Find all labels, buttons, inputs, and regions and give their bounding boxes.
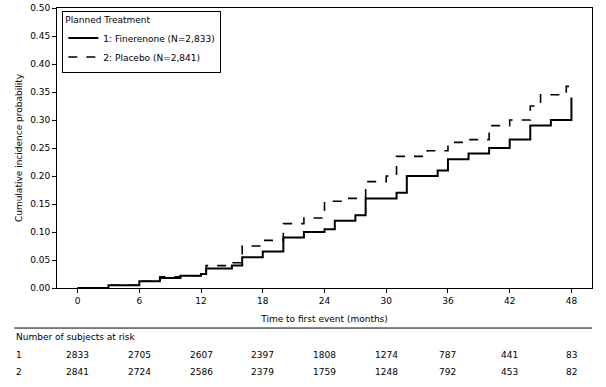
svg-text:2: Placebo (N=2,841): 2: Placebo (N=2,841) xyxy=(103,53,200,63)
svg-text:0.10: 0.10 xyxy=(30,227,50,237)
svg-text:18: 18 xyxy=(257,296,269,306)
svg-text:0.20: 0.20 xyxy=(30,171,50,181)
svg-text:0.25: 0.25 xyxy=(30,143,50,153)
svg-text:0.35: 0.35 xyxy=(30,87,50,97)
svg-text:1: 1 xyxy=(16,350,22,360)
svg-text:48: 48 xyxy=(566,296,578,306)
svg-text:6: 6 xyxy=(136,296,142,306)
svg-text:30: 30 xyxy=(381,296,393,306)
svg-text:82: 82 xyxy=(566,367,577,377)
svg-text:24: 24 xyxy=(319,296,331,306)
svg-text:0: 0 xyxy=(75,296,81,306)
svg-text:441: 441 xyxy=(501,350,518,360)
svg-text:0.50: 0.50 xyxy=(30,3,50,13)
svg-text:787: 787 xyxy=(439,350,456,360)
svg-text:1: Finerenone (N=2,833): 1: Finerenone (N=2,833) xyxy=(103,34,214,44)
svg-text:2: 2 xyxy=(16,367,22,377)
svg-text:0.40: 0.40 xyxy=(30,59,50,69)
svg-text:Time to first event (months): Time to first event (months) xyxy=(260,314,388,324)
svg-text:1274: 1274 xyxy=(375,350,398,360)
svg-text:2379: 2379 xyxy=(251,367,274,377)
svg-text:12: 12 xyxy=(195,296,206,306)
svg-text:36: 36 xyxy=(442,296,454,306)
svg-text:Planned Treatment: Planned Treatment xyxy=(65,16,150,26)
svg-text:0.00: 0.00 xyxy=(30,283,50,293)
svg-text:0.30: 0.30 xyxy=(30,115,50,125)
svg-text:42: 42 xyxy=(504,296,515,306)
svg-text:453: 453 xyxy=(501,367,518,377)
svg-text:83: 83 xyxy=(566,350,577,360)
svg-text:1248: 1248 xyxy=(375,367,398,377)
svg-text:2833: 2833 xyxy=(66,350,89,360)
svg-text:2586: 2586 xyxy=(190,367,213,377)
svg-text:1759: 1759 xyxy=(313,367,336,377)
svg-text:0.05: 0.05 xyxy=(30,255,50,265)
svg-text:1808: 1808 xyxy=(313,350,336,360)
svg-text:0.45: 0.45 xyxy=(30,31,50,41)
svg-text:792: 792 xyxy=(439,367,456,377)
svg-text:2397: 2397 xyxy=(251,350,274,360)
svg-text:2841: 2841 xyxy=(66,367,89,377)
svg-text:2705: 2705 xyxy=(128,350,151,360)
svg-text:2724: 2724 xyxy=(128,367,151,377)
svg-text:2607: 2607 xyxy=(190,350,213,360)
svg-text:Number of subjects at risk: Number of subjects at risk xyxy=(16,332,136,342)
svg-text:Cumulative incidence probabili: Cumulative incidence probability xyxy=(14,73,24,222)
svg-text:0.15: 0.15 xyxy=(30,199,50,209)
